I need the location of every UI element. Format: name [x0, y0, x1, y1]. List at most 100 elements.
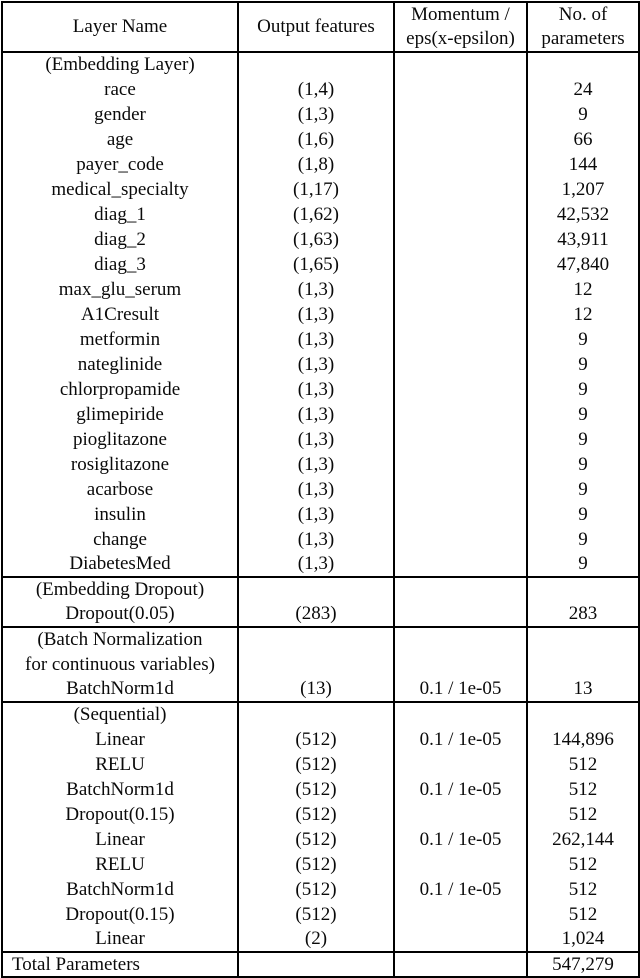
momentum-cell — [393, 952, 527, 977]
layer-name-cell: glimepiride — [76, 403, 164, 425]
momentum-cell — [393, 852, 527, 877]
table-row: A1Cresult (1,3) 12 — [2, 302, 639, 327]
layer-name-cell: metformin — [79, 328, 161, 350]
output-features-cell: (512) — [237, 777, 394, 802]
layer-name-cell: RELU — [95, 753, 145, 775]
parameters-cell — [526, 652, 639, 677]
table-header: Layer Name Output features Momentum / eps(x… — [2, 2, 639, 52]
layer-name-cell: diag_1 — [94, 203, 146, 225]
layer-name-cell: diag_3 — [94, 253, 146, 275]
output-features-cell: (2) — [237, 927, 394, 952]
layer-name-cell: Dropout(0.15) — [65, 803, 175, 825]
column-header-line: eps(x-epsilon) — [406, 28, 515, 49]
layer-name-cell: Linear — [95, 928, 145, 949]
momentum-cell: 0.1 / 1e-05 — [393, 877, 527, 902]
parameters-cell: 9 — [526, 352, 639, 377]
table-row: BatchNorm1d (512) 0.1 / 1e-05 512 — [2, 877, 639, 902]
momentum-cell — [393, 402, 527, 427]
column-header: Momentum / eps(x-epsilon) — [393, 2, 527, 52]
section-title-row: (Sequential) — [2, 702, 639, 727]
layer-name-cell: change — [93, 528, 147, 550]
output-features-cell: (1,3) — [237, 502, 394, 527]
table-row: diag_3 (1,65) 47,840 — [2, 252, 639, 277]
momentum-cell — [393, 177, 527, 202]
output-features-cell: (1,3) — [237, 527, 394, 552]
column-header-line: No. of — [558, 4, 608, 25]
parameters-cell: 9 — [526, 427, 639, 452]
output-features-cell — [237, 627, 394, 652]
layer-name-cell: A1Cresult — [80, 303, 160, 325]
output-features-cell: (512) — [237, 802, 394, 827]
parameters-cell: 66 — [526, 127, 639, 152]
output-features-cell — [237, 52, 394, 77]
output-features-cell — [237, 702, 394, 727]
momentum-cell — [393, 652, 527, 677]
table-row: Linear (2) 1,024 — [2, 927, 639, 952]
parameters-cell: 9 — [526, 527, 639, 552]
layer-name-cell: rosiglitazone — [70, 453, 170, 475]
header-row: Layer Name Output features Momentum / eps(x… — [2, 2, 639, 52]
output-features-cell: (1,3) — [237, 427, 394, 452]
layer-name-cell: medical_specialty — [51, 178, 189, 200]
output-features-cell — [237, 577, 394, 602]
parameters-cell: 512 — [526, 852, 639, 877]
column-header: Layer Name — [2, 2, 238, 52]
output-features-cell: (1,17) — [237, 177, 394, 202]
table-row: age (1,6) 66 — [2, 127, 639, 152]
output-features-cell — [237, 952, 394, 977]
table-row: Linear (512) 0.1 / 1e-05 262,144 — [2, 827, 639, 852]
column-header-line: Output features — [257, 16, 375, 37]
section-title-row: (Embedding Layer) — [2, 52, 639, 77]
output-features-cell: (1,3) — [237, 452, 394, 477]
momentum-cell — [393, 52, 527, 77]
column-header-line: parameters — [541, 28, 625, 49]
output-features-cell: (512) — [237, 752, 394, 777]
section-embedding-layer: (Embedding Layer) race (1,4) 24 gender (1,3) 9… — [2, 52, 639, 577]
parameters-cell: 144,896 — [526, 727, 639, 752]
section-batch-normalization: (Batch Normalization for continuous varia… — [2, 627, 639, 702]
parameters-cell: 512 — [526, 752, 639, 777]
momentum-cell: 0.1 / 1e-05 — [393, 727, 527, 752]
table-row: change (1,3) 9 — [2, 527, 639, 552]
momentum-cell — [393, 152, 527, 177]
table-row: gender (1,3) 9 — [2, 102, 639, 127]
table-row: insulin (1,3) 9 — [2, 502, 639, 527]
layer-name-cell: acarbose — [86, 478, 154, 500]
output-features-cell: (512) — [237, 827, 394, 852]
column-header-line: Momentum / — [411, 4, 510, 25]
parameters-cell: 12 — [526, 302, 639, 327]
output-features-cell: (1,3) — [237, 102, 394, 127]
layer-name-cell: RELU — [95, 853, 145, 875]
layer-name-cell: Total Parameters — [12, 953, 140, 975]
layer-name-cell: (Batch Normalization — [37, 629, 203, 650]
parameters-cell: 547,279 — [526, 952, 639, 977]
output-features-cell: (512) — [237, 902, 394, 927]
layer-name-cell: diag_2 — [94, 228, 146, 250]
momentum-cell — [393, 352, 527, 377]
momentum-cell — [393, 552, 527, 577]
table-row: RELU (512) 512 — [2, 752, 639, 777]
momentum-cell — [393, 377, 527, 402]
momentum-cell — [393, 327, 527, 352]
layer-name-cell: (Embedding Dropout) — [35, 579, 205, 600]
parameters-cell: 42,532 — [526, 202, 639, 227]
momentum-cell — [393, 802, 527, 827]
table-row: Dropout(0.15) (512) 512 — [2, 902, 639, 927]
table-row: glimepiride (1,3) 9 — [2, 402, 639, 427]
table-row: acarbose (1,3) 9 — [2, 477, 639, 502]
momentum-cell — [393, 427, 527, 452]
table-row: diag_1 (1,62) 42,532 — [2, 202, 639, 227]
layer-name-cell: BatchNorm1d — [66, 678, 174, 699]
momentum-cell — [393, 277, 527, 302]
output-features-cell: (512) — [237, 727, 394, 752]
section-sequential: (Sequential) Linear (512) 0.1 / 1e-05 144,89… — [2, 702, 639, 952]
momentum-cell: 0.1 / 1e-05 — [393, 777, 527, 802]
parameters-cell: 512 — [526, 802, 639, 827]
momentum-cell — [393, 577, 527, 602]
output-features-cell: (512) — [237, 877, 394, 902]
momentum-cell — [393, 752, 527, 777]
table-row: metformin (1,3) 9 — [2, 327, 639, 352]
parameters-cell: 47,840 — [526, 252, 639, 277]
parameters-cell: 1,024 — [526, 927, 639, 952]
